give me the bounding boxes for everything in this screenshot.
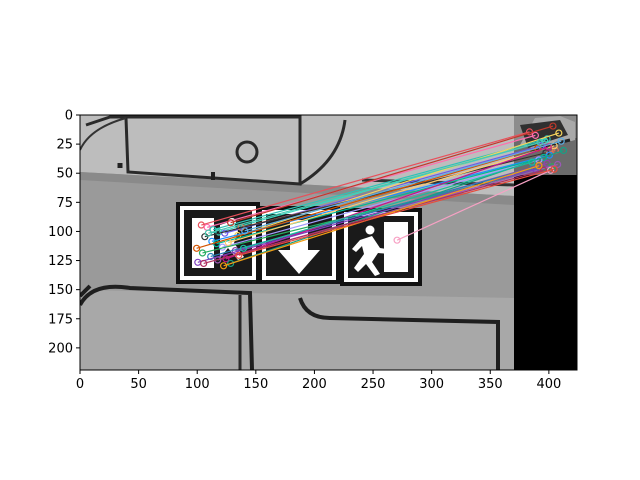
keypoint-source xyxy=(241,227,249,235)
match-line xyxy=(208,141,541,234)
x-tick-label: 300 xyxy=(419,377,444,392)
match-line xyxy=(223,165,540,267)
keypoint-source xyxy=(235,251,243,259)
x-tick-label: 250 xyxy=(361,377,386,392)
y-tick-label: 25 xyxy=(56,138,73,153)
match-line xyxy=(207,134,536,228)
keypoint-source xyxy=(222,255,230,263)
keypoint-source xyxy=(198,249,207,257)
x-tick-label: 50 xyxy=(130,377,147,392)
keypoint-target xyxy=(559,146,568,155)
y-axis: 0 25 50 75 100 125 150 175 200 xyxy=(48,109,80,356)
keypoint-target xyxy=(536,138,544,146)
y-tick-label: 175 xyxy=(48,312,73,327)
keypoint-target xyxy=(554,160,562,169)
x-tick-label: 150 xyxy=(243,377,268,392)
x-tick-label: 0 xyxy=(76,377,84,392)
keypoint-target xyxy=(543,159,551,167)
keypoint-source xyxy=(193,244,201,252)
keypoint-source xyxy=(200,259,208,268)
match-line xyxy=(222,159,540,248)
keypoint-target xyxy=(555,129,563,137)
keypoint-source xyxy=(239,244,248,252)
keypoint-target xyxy=(544,143,552,151)
x-tick-label: 200 xyxy=(302,377,327,392)
match-line xyxy=(228,145,555,244)
keypoint-source xyxy=(227,219,235,227)
match-line xyxy=(196,147,538,249)
y-tick-label: 200 xyxy=(48,341,73,356)
y-tick-label: 150 xyxy=(48,283,73,298)
keypoint-target xyxy=(535,162,543,170)
x-tick-label: 100 xyxy=(185,377,210,392)
keypoint-source xyxy=(207,252,215,261)
match-line xyxy=(204,152,547,238)
keypoint-target xyxy=(545,151,554,159)
y-tick-label: 100 xyxy=(48,225,73,240)
match-line xyxy=(396,169,551,241)
y-tick-label: 0 xyxy=(65,109,73,124)
keypoint-source xyxy=(393,236,401,244)
match-lines-layer xyxy=(193,122,568,270)
keypoint-target xyxy=(549,122,557,130)
keypoint-source xyxy=(219,262,228,270)
axes-frame xyxy=(79,114,578,371)
keypoint-target xyxy=(543,135,551,143)
keypoint-target xyxy=(531,131,539,139)
y-tick-label: 75 xyxy=(56,196,73,211)
keypoint-source xyxy=(209,226,217,234)
y-tick-label: 125 xyxy=(48,254,73,269)
match-line xyxy=(243,161,533,249)
keypoint-target xyxy=(528,158,536,166)
match-line xyxy=(244,140,562,232)
x-tick-label: 400 xyxy=(536,377,561,392)
keypoint-target xyxy=(557,137,565,145)
keypoint-target xyxy=(541,137,549,145)
x-tick-label: 350 xyxy=(478,377,503,392)
match-line xyxy=(201,131,530,226)
match-line xyxy=(203,169,544,265)
match-line xyxy=(238,168,555,256)
match-line xyxy=(237,132,560,237)
y-tick-label: 50 xyxy=(56,167,73,182)
composite-photo xyxy=(80,115,577,370)
keypoint-source xyxy=(197,221,205,229)
keypoint-source xyxy=(227,259,235,268)
keypoint-source xyxy=(204,229,212,237)
keypoint-target xyxy=(550,165,558,173)
x-axis: 0 50 100 150 200 250 300 350 400 xyxy=(76,370,561,392)
keypoint-source xyxy=(221,229,229,237)
match-line xyxy=(230,125,554,224)
